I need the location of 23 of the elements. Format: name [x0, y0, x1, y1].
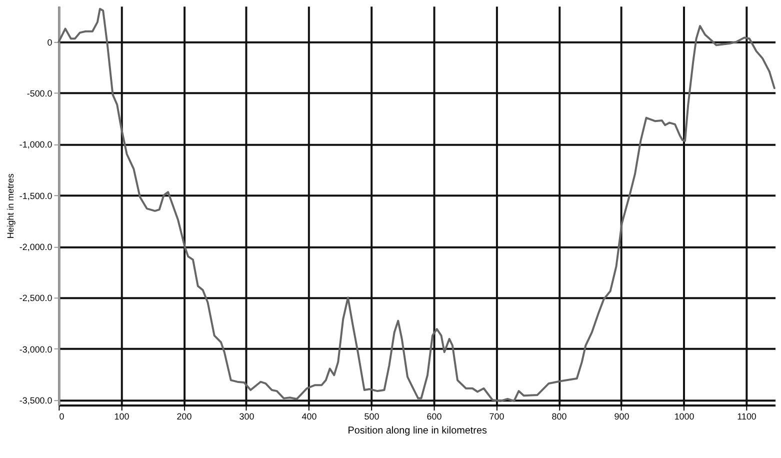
y-tick-label: 0	[47, 37, 52, 48]
y-tick-label: -2,500.0	[19, 293, 52, 304]
x-tick-label: 500	[364, 411, 380, 422]
x-tick-label: 800	[552, 411, 567, 422]
y-tick-label: -3,500.0	[19, 395, 52, 406]
y-tick-label: -2,000.0	[19, 242, 52, 252]
x-tick-label: 600	[426, 411, 442, 422]
x-tick-label: 300	[239, 411, 254, 422]
y-tick-label: -1,500.0	[19, 190, 52, 201]
y-tick-label: -1,000.0	[19, 140, 52, 150]
x-tick-label: 900	[614, 411, 630, 422]
x-tick-label: 700	[489, 411, 504, 422]
x-tick-label: 100	[114, 411, 130, 422]
line-series	[58, 8, 776, 402]
x-axis-title: Position along line in kilometres	[348, 425, 487, 436]
y-tick-label: -3,000.0	[19, 344, 52, 354]
y-axis-title: Height in metres	[5, 173, 16, 239]
x-tick-label: 200	[176, 411, 192, 422]
x-tick-label: 0	[59, 411, 64, 422]
x-tick-label: 1100	[737, 411, 756, 422]
x-tick-label: 1000	[674, 411, 694, 422]
y-tick-label: -500.0	[26, 88, 52, 99]
x-tick-label: 400	[302, 411, 317, 422]
